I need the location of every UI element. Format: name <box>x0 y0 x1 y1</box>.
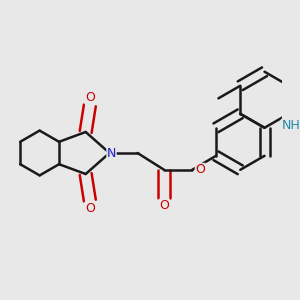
Text: N: N <box>107 146 116 160</box>
Text: O: O <box>195 163 205 176</box>
Text: O: O <box>159 200 169 212</box>
Text: O: O <box>85 202 95 215</box>
Text: O: O <box>85 91 95 104</box>
Text: NH: NH <box>281 119 300 132</box>
